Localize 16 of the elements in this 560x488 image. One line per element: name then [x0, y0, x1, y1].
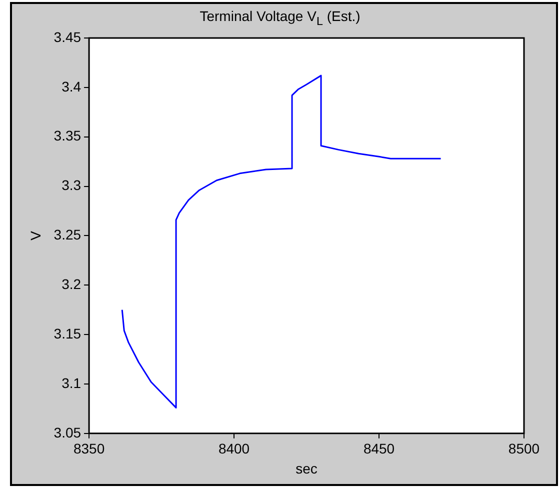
y-tick-label: 3.35 [54, 128, 82, 144]
x-tick-label: 8500 [508, 440, 540, 457]
x-axis-title: sec [296, 460, 318, 476]
y-tick-label: 3.45 [54, 28, 82, 45]
x-tick-label: 8450 [363, 440, 395, 457]
y-tick-label: 3.05 [54, 424, 82, 440]
y-tick-label: 3.25 [54, 226, 82, 243]
y-tick-label: 3.15 [54, 325, 82, 342]
chart-title: Terminal Voltage V$_{L}$ (Est.) [198, 8, 362, 28]
y-tick-label: 3.4 [62, 78, 82, 94]
x-tick-label: 8400 [218, 440, 250, 457]
y-tick-label: 3.1 [62, 374, 82, 391]
y-tick-label: 3.3 [62, 177, 82, 194]
y-axis-title: V [27, 230, 44, 240]
y-tick-label: 3.2 [62, 276, 82, 292]
x-tick-label: 8350 [73, 440, 105, 457]
